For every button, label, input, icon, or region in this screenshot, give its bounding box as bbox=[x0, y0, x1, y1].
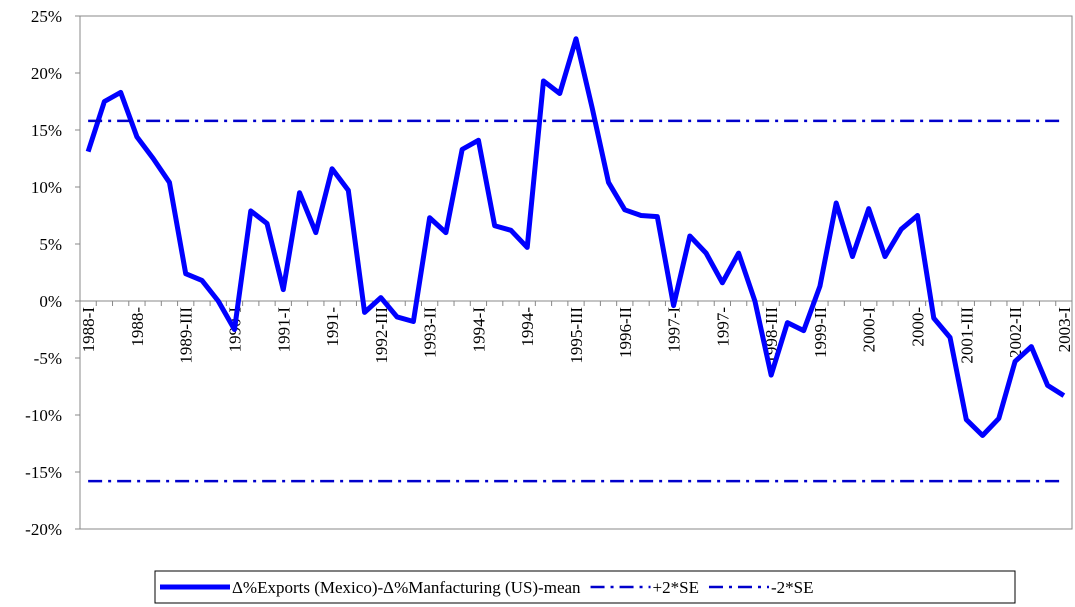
y-tick-label: 20% bbox=[31, 64, 62, 83]
y-tick-label: -15% bbox=[25, 463, 62, 482]
y-tick-label: -10% bbox=[25, 406, 62, 425]
x-tick-label: 1996-II bbox=[616, 307, 635, 358]
x-tick-label: 2003-I bbox=[1055, 307, 1074, 353]
x-tick-label: 1997-I bbox=[665, 307, 684, 353]
y-tick-label: -20% bbox=[25, 520, 62, 539]
x-tick-label: 1988- bbox=[128, 307, 147, 347]
legend-box bbox=[154, 570, 1016, 604]
y-tick-label: 25% bbox=[31, 7, 62, 26]
series-line bbox=[85, 36, 1066, 439]
x-tick-label: 1999-II bbox=[811, 307, 830, 358]
y-tick-label: 10% bbox=[31, 178, 62, 197]
x-tick-label: 1994-I bbox=[469, 307, 488, 353]
x-tick-label: 2000-I bbox=[860, 307, 879, 353]
x-tick-label: 1989-III bbox=[177, 307, 196, 364]
x-tick-label: 2000- bbox=[909, 307, 928, 347]
x-tick-label: 1995-III bbox=[567, 307, 586, 364]
x-tick-label: 2002-II bbox=[1006, 307, 1025, 358]
y-tick-label: 0% bbox=[39, 292, 62, 311]
legend-label: +2*SE bbox=[653, 578, 699, 597]
legend-label: -2*SE bbox=[771, 578, 814, 597]
x-tick-label: 1991- bbox=[323, 307, 342, 347]
x-tick-label: 2001-III bbox=[957, 307, 976, 364]
x-tick-label: 1988-I bbox=[79, 307, 98, 353]
x-tick-label: 1992-III bbox=[372, 307, 391, 364]
plot-frame bbox=[79, 15, 1073, 530]
y-tick-label: -5% bbox=[34, 349, 62, 368]
x-tick-label: 1991-I bbox=[274, 307, 293, 353]
y-tick-label: 15% bbox=[31, 121, 62, 140]
x-tick-label: 1997- bbox=[713, 307, 732, 347]
x-tick-label: 1994- bbox=[518, 307, 537, 347]
legend-label: Δ%Exports (Mexico)-Δ%Manfacturing (US)-m… bbox=[232, 578, 581, 597]
y-tick-label: 5% bbox=[39, 235, 62, 254]
x-tick-label: 1993-II bbox=[421, 307, 440, 358]
